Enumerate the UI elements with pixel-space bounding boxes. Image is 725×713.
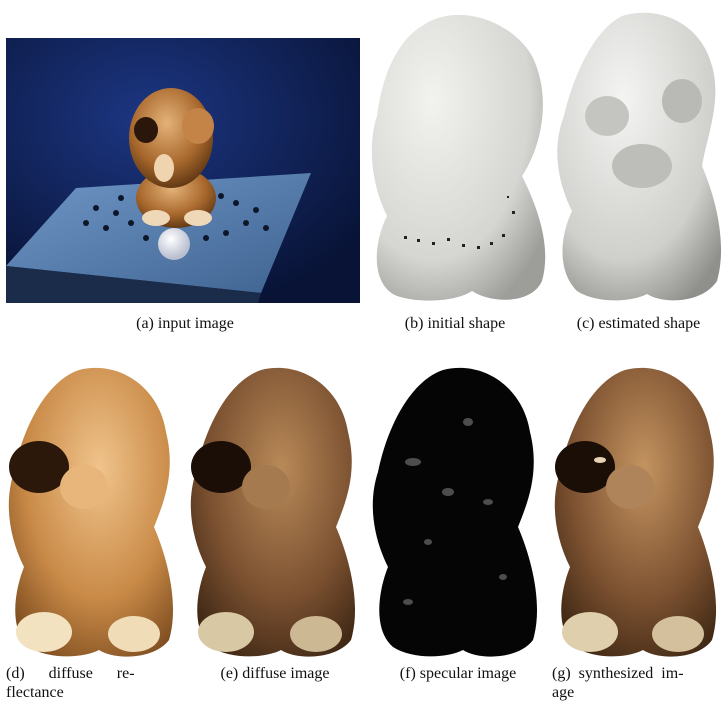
panel-b-initial-shape (362, 6, 550, 306)
caption-a: (a) input image (136, 315, 234, 332)
specular-image-render (372, 367, 538, 657)
caption-d: (d) diffuse re- flectance (6, 664, 182, 702)
caption-g: (g) synthesized im- age (552, 664, 724, 702)
estimated-shape-mesh (557, 12, 722, 301)
caption-e: (e) diffuse image (220, 665, 330, 682)
synthesized-image-render (554, 367, 717, 657)
diffuse-reflectance-render (8, 367, 174, 657)
panel-c-estimated-shape (552, 6, 725, 306)
panel-f-specular-image (368, 362, 546, 662)
initial-shape-mesh (371, 14, 546, 301)
panel-e-diffuse-image (186, 362, 364, 662)
caption-f: (f) specular image (399, 665, 517, 682)
panel-d-diffuse-reflectance (4, 362, 182, 662)
diffuse-image-render (190, 367, 356, 657)
caption-d-text: (d) diffuse re- flectance (6, 665, 135, 701)
caption-g-text: (g) synthesized im- age (552, 665, 684, 701)
panel-g-synthesized-image (550, 362, 725, 662)
caption-c: (c) estimated shape (576, 315, 701, 332)
input-photo (6, 38, 360, 303)
caption-b: (b) initial shape (404, 315, 506, 332)
panel-a-input-image (6, 38, 360, 303)
